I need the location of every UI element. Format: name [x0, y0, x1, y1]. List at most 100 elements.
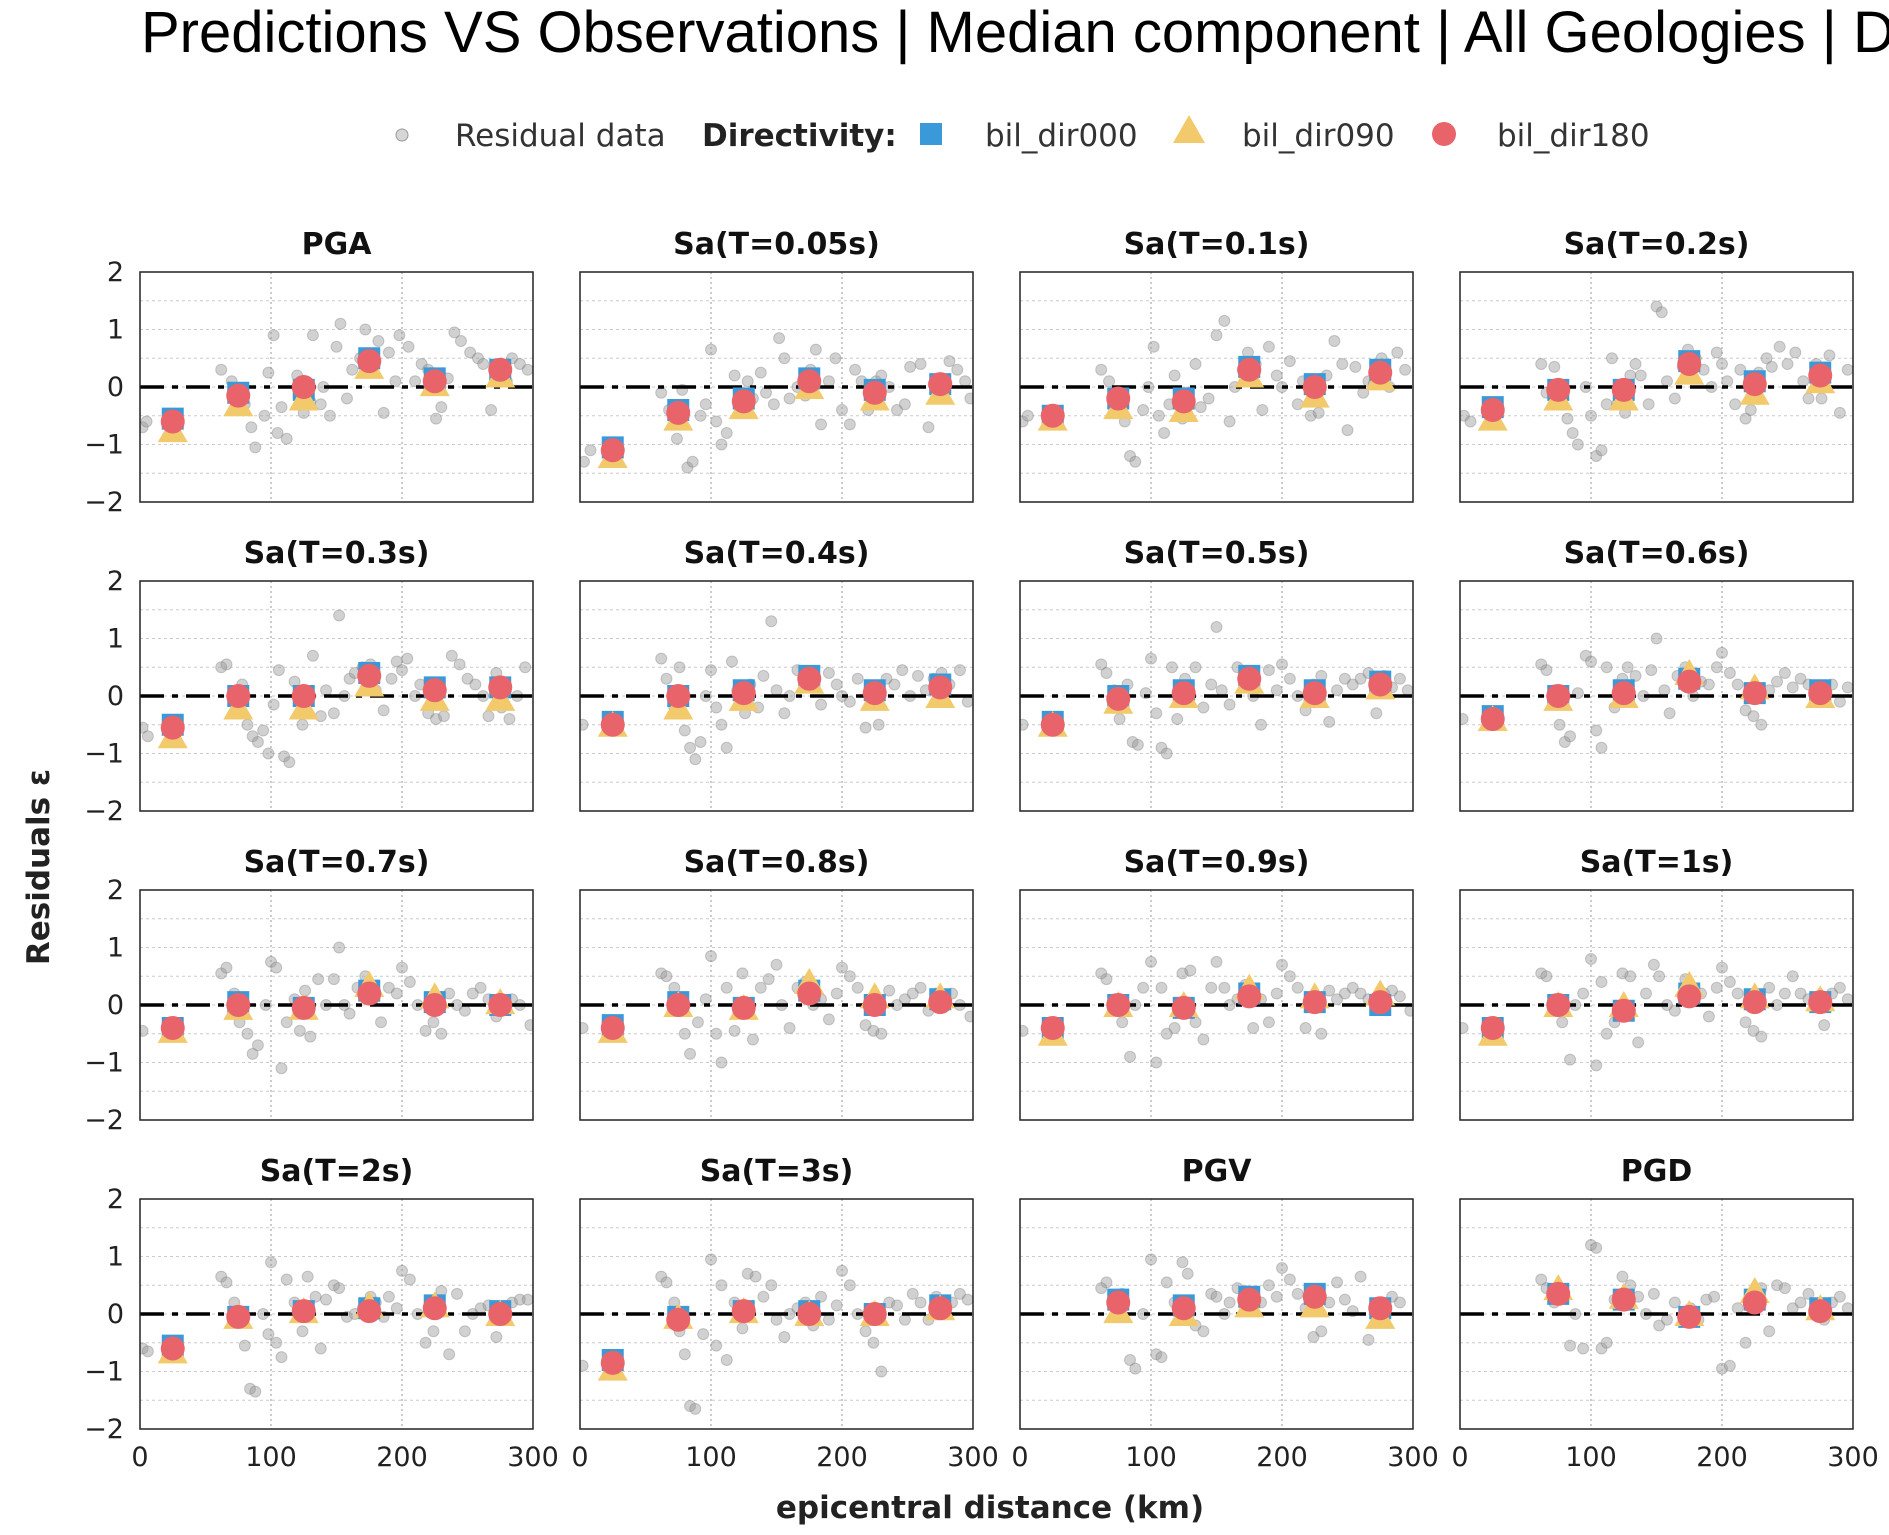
residual-point	[1205, 678, 1218, 691]
plot-area	[140, 1256, 533, 1398]
residual-point	[1168, 1022, 1181, 1034]
residual-point	[1131, 738, 1144, 751]
dir180-marker	[666, 400, 691, 425]
residual-point	[822, 375, 835, 388]
dir180-marker	[1040, 403, 1065, 428]
residual-point	[333, 941, 346, 954]
residual-point	[1020, 1024, 1029, 1037]
residual-point	[1100, 1276, 1113, 1289]
plot-area	[580, 615, 973, 766]
residual-point	[728, 369, 741, 382]
residual-point	[1100, 667, 1113, 679]
residual-point	[655, 652, 668, 665]
residual-point	[1702, 1010, 1715, 1023]
dir180-marker	[488, 1302, 513, 1326]
panel-title: PGA	[302, 227, 373, 262]
residual-point	[1124, 450, 1137, 462]
facet-panel: Sa(T=0.2s)	[1459, 227, 1854, 503]
dir180-marker	[1742, 1290, 1767, 1315]
residual-point	[1262, 664, 1275, 677]
facet-panel: Sa(T=0.8s)	[579, 845, 974, 1121]
y-tick-label: 0	[107, 990, 124, 1021]
residual-point	[678, 1348, 691, 1361]
residual-point	[1315, 1325, 1328, 1338]
residual-point	[1095, 658, 1108, 671]
residual-point	[580, 455, 590, 468]
residual-point	[1270, 987, 1283, 1000]
residual-point	[1393, 1296, 1406, 1309]
plot-area	[580, 950, 973, 1069]
residual-point	[914, 358, 927, 370]
residual-point	[327, 707, 340, 720]
dir180-marker	[731, 1299, 756, 1324]
residual-point	[275, 401, 288, 414]
dir180-marker	[291, 375, 316, 399]
dir180-marker	[797, 369, 822, 394]
facet-panel: Sa(T=0.7s) 2 1 0 −1 −2	[84, 845, 534, 1136]
residual-point	[1590, 724, 1603, 737]
residual-point	[904, 360, 917, 373]
facet-panel: PGD 0 100 200 300	[1451, 1154, 1878, 1473]
dir180-marker	[1171, 995, 1196, 1020]
residual-point	[849, 363, 862, 376]
residual-point	[1566, 427, 1579, 439]
dir180-marker	[226, 993, 251, 1017]
residual-point	[258, 409, 271, 422]
residual-point	[1708, 1290, 1721, 1303]
residual-point	[1600, 398, 1613, 411]
residual-point	[275, 1062, 288, 1075]
residual-point	[306, 329, 319, 342]
residual-point	[327, 1279, 340, 1292]
dir180-marker	[1237, 666, 1262, 691]
residual-point	[430, 713, 443, 725]
residual-point	[1781, 358, 1794, 370]
panel-frame	[139, 889, 534, 1121]
residual-point	[1160, 1027, 1173, 1040]
y-tick-label: −2	[84, 1105, 124, 1136]
dir180-marker	[1171, 681, 1196, 706]
residual-point	[262, 366, 275, 379]
residual-point	[1399, 363, 1412, 376]
residual-point	[1331, 684, 1344, 697]
residual-point	[1797, 375, 1810, 388]
residual-point	[1564, 730, 1577, 743]
panel-frame	[1019, 580, 1414, 812]
residual-point	[267, 698, 280, 711]
residual-point	[1553, 718, 1566, 731]
x-tick-label: 100	[245, 1442, 297, 1473]
panel-frame	[579, 271, 974, 503]
residual-point	[580, 718, 589, 731]
residual-point	[875, 1365, 888, 1378]
residual-point	[736, 967, 749, 980]
residual-point	[770, 684, 783, 697]
x-tick-label: 0	[1451, 1442, 1468, 1473]
panel-frame	[579, 1198, 974, 1430]
residual-point	[241, 1027, 254, 1040]
panel-title: Sa(T=3s)	[700, 1154, 854, 1189]
residual-point	[140, 1024, 149, 1037]
residual-point	[1150, 1348, 1163, 1361]
residual-point	[898, 1313, 911, 1326]
residual-point	[660, 1276, 673, 1289]
dir180-marker	[731, 389, 756, 414]
residual-point	[1731, 1302, 1744, 1315]
dir180-marker	[1742, 372, 1767, 397]
residual-point	[660, 970, 673, 983]
legend-circle-marker	[1432, 122, 1456, 146]
residual-point	[435, 1027, 448, 1040]
residual-point	[684, 1400, 697, 1412]
residual-point	[1315, 1027, 1328, 1040]
facet-panel: Sa(T=0.5s)	[1019, 536, 1414, 812]
panel-frame	[139, 271, 534, 503]
legend-label-dir090: bil_dir090	[1242, 118, 1395, 154]
residual-point	[1668, 1296, 1681, 1309]
dir180-marker	[291, 995, 316, 1020]
residual-point	[140, 1342, 149, 1355]
x-tick-label: 0	[571, 1442, 588, 1473]
residual-point	[1129, 1362, 1142, 1375]
residual-point	[1215, 684, 1228, 697]
residual-point	[670, 432, 683, 445]
residual-point	[757, 669, 770, 682]
residual-point	[1124, 1050, 1137, 1063]
dir180-marker	[797, 666, 822, 691]
